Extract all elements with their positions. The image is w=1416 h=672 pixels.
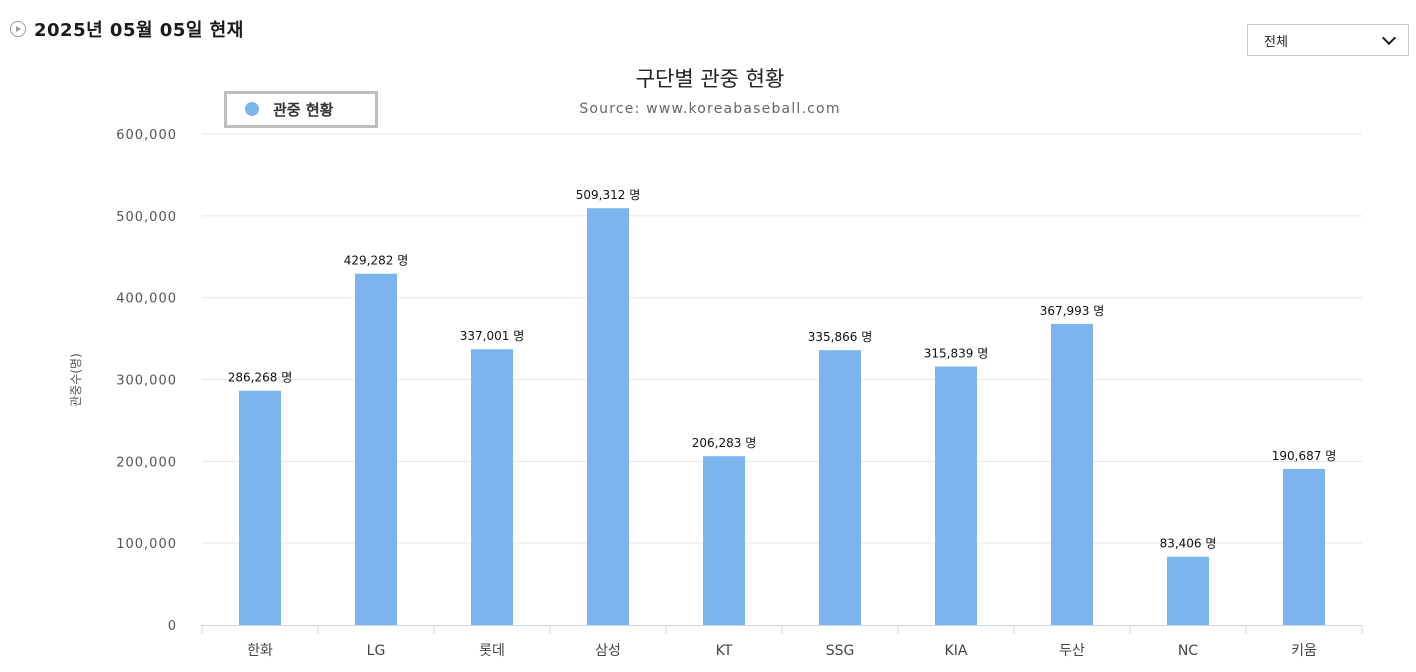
data-label: 429,282 명 bbox=[344, 254, 408, 268]
bar bbox=[1283, 468, 1325, 625]
x-tick-label: LG bbox=[367, 643, 386, 659]
bar bbox=[935, 366, 977, 625]
data-label: 190,687 명 bbox=[1272, 449, 1336, 463]
x-tick-label: SSG bbox=[826, 643, 855, 659]
x-tick-label: 두산 bbox=[1059, 643, 1085, 659]
y-tick-label: 0 bbox=[168, 619, 177, 634]
data-label: 337,001 명 bbox=[460, 329, 524, 343]
bar bbox=[587, 208, 629, 625]
x-tick-label: 삼성 bbox=[595, 643, 621, 659]
x-tick-label: NC bbox=[1178, 643, 1198, 659]
team-filter-select[interactable]: 전체 bbox=[1247, 24, 1409, 56]
y-tick-label: 300,000 bbox=[116, 374, 177, 389]
chart-title: 구단별 관중 현황 bbox=[636, 67, 785, 91]
data-label: 83,406 명 bbox=[1160, 537, 1217, 551]
bar bbox=[239, 390, 281, 625]
bar bbox=[471, 349, 513, 625]
data-label: 367,993 명 bbox=[1040, 304, 1104, 318]
y-tick-label: 100,000 bbox=[116, 537, 177, 552]
x-tick-label: KT bbox=[716, 643, 733, 659]
data-label: 286,268 명 bbox=[228, 371, 292, 385]
bar bbox=[819, 350, 861, 625]
data-label: 335,866 명 bbox=[808, 330, 872, 344]
legend-swatch bbox=[245, 102, 259, 116]
bar bbox=[1051, 323, 1093, 625]
y-tick-label: 400,000 bbox=[116, 292, 177, 307]
x-tick-label: 롯데 bbox=[479, 643, 505, 659]
x-tick-label: KIA bbox=[945, 643, 968, 659]
x-tick-label: 키움 bbox=[1291, 643, 1317, 659]
y-tick-label: 600,000 bbox=[116, 128, 177, 143]
date-header: 2025년 05월 05일 현재 bbox=[10, 14, 244, 44]
data-label: 509,312 명 bbox=[576, 188, 640, 202]
legend-box bbox=[224, 91, 378, 128]
x-tick-label: 한화 bbox=[247, 643, 273, 659]
bar bbox=[355, 273, 397, 625]
y-axis-label: 관중수(명) bbox=[69, 353, 83, 407]
y-tick-label: 500,000 bbox=[116, 210, 177, 225]
filter-selected-value: 전체 bbox=[1264, 34, 1288, 50]
y-tick-label: 200,000 bbox=[116, 455, 177, 470]
bar bbox=[1167, 556, 1209, 625]
data-label: 315,839 명 bbox=[924, 347, 988, 361]
legend-label: 관중 현황 bbox=[273, 101, 334, 119]
chart-subtitle: Source: www.koreabaseball.com bbox=[579, 101, 840, 117]
data-label: 206,283 명 bbox=[692, 436, 756, 450]
date-text: 2025년 05월 05일 현재 bbox=[34, 20, 244, 41]
bar bbox=[703, 456, 745, 625]
play-circle-icon bbox=[10, 21, 26, 37]
